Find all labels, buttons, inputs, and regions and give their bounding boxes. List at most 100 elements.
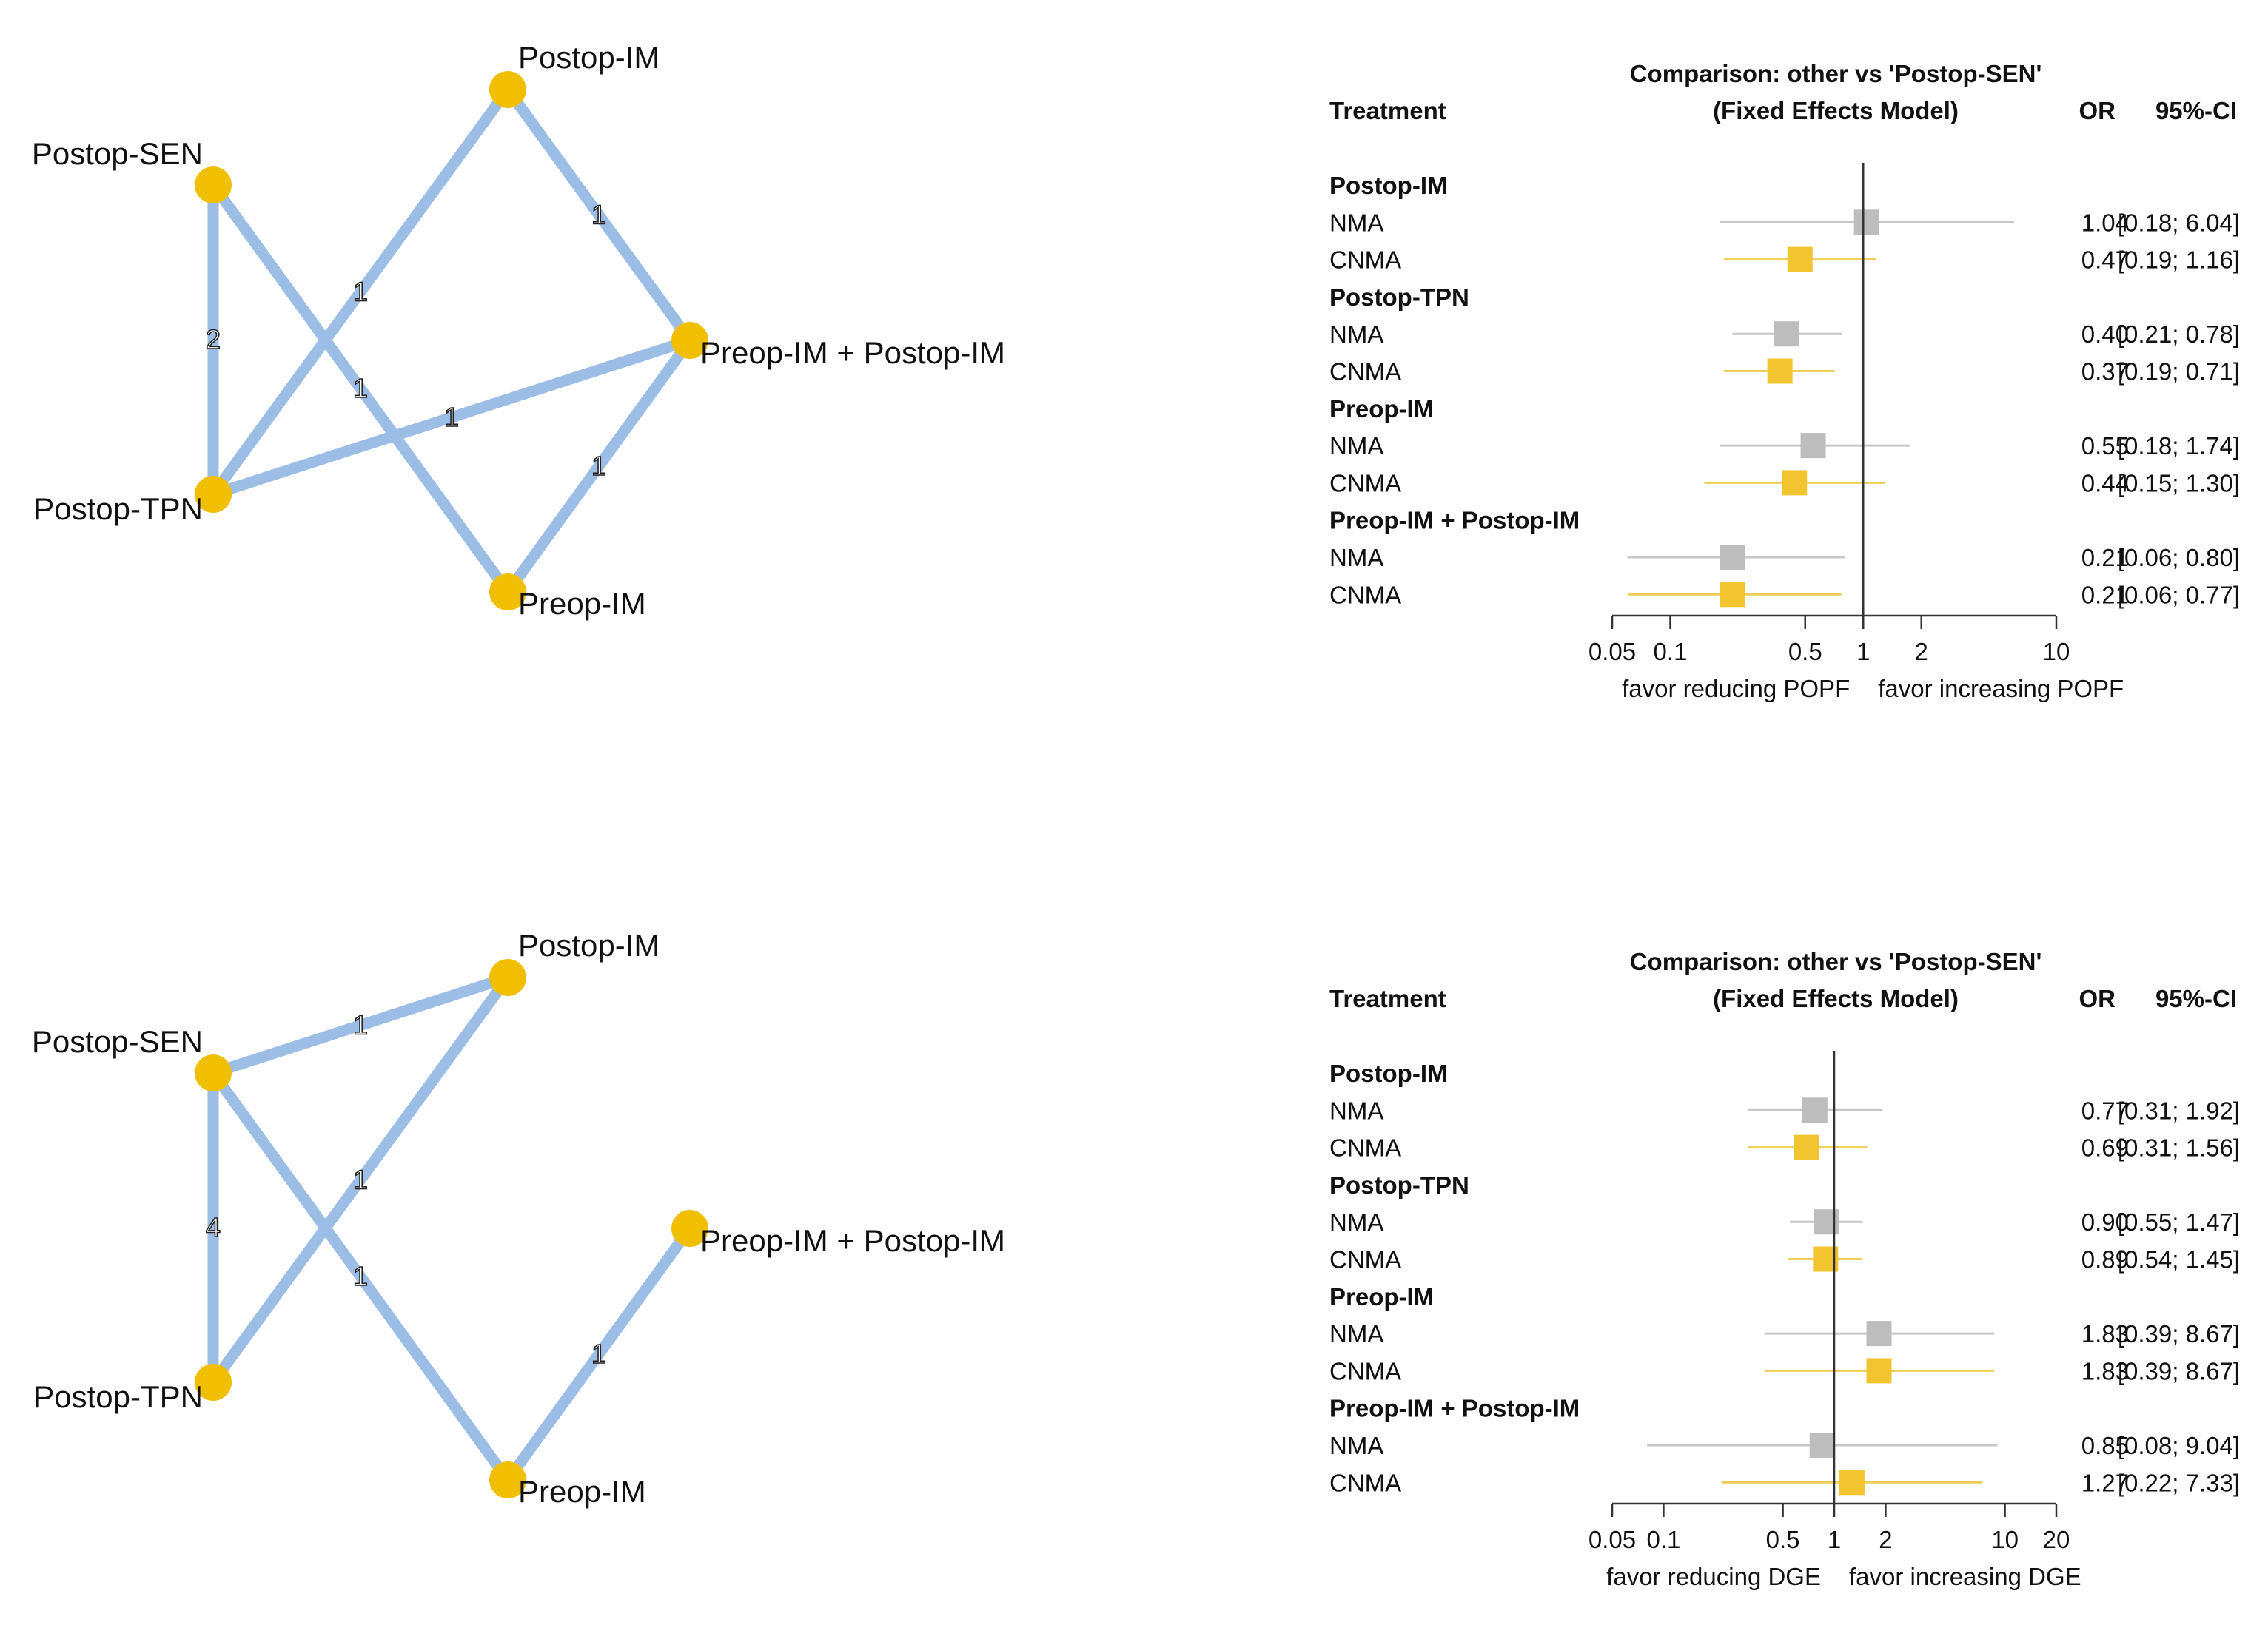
- column-header-or: OR: [2079, 97, 2116, 124]
- nodes: Postop-IM Postop-SEN Preop-IM + Postop-IM P…: [32, 928, 1005, 1509]
- group-label: Preop-IM + Postop-IM: [1329, 507, 1580, 534]
- estimate-marker: [1853, 209, 1879, 235]
- group-label: Preop-IM: [1329, 395, 1434, 423]
- x-tick-label: 0.5: [1766, 1526, 1800, 1553]
- method-label: NMA: [1329, 1097, 1383, 1124]
- x-tick-label: 0.1: [1646, 1526, 1680, 1553]
- edge-label: 4: [206, 1212, 221, 1242]
- node-preop-im: [489, 573, 526, 610]
- x-tick-label: 1: [1828, 1526, 1841, 1553]
- edge-label: 1: [353, 373, 368, 403]
- ci-value: [0.39; 8.67]: [2118, 1357, 2240, 1385]
- node-label: Preop-IM: [518, 586, 646, 621]
- estimate-marker: [1802, 1097, 1828, 1123]
- node-preop-im: [489, 1461, 526, 1498]
- node-label: Preop-IM + Postop-IM: [700, 335, 1005, 370]
- x-tick-label: 0.5: [1788, 638, 1822, 665]
- method-label: CNMA: [1329, 1134, 1401, 1162]
- ci-value: [0.39; 8.67]: [2118, 1320, 2240, 1348]
- group-label: Postop-TPN: [1329, 283, 1469, 311]
- node-preop-im-postop-im: [671, 322, 708, 359]
- method-label: NMA: [1329, 320, 1383, 348]
- node-label: Postop-SEN: [32, 136, 203, 171]
- group-label: Postop-TPN: [1329, 1171, 1469, 1199]
- group-label: Preop-IM + Postop-IM: [1329, 1395, 1580, 1422]
- estimate-marker: [1782, 470, 1808, 496]
- estimate-marker: [1866, 1358, 1892, 1384]
- column-header-or: OR: [2079, 985, 2116, 1012]
- node-preop-im-postop-im: [671, 1210, 708, 1247]
- forest-title-line1: Comparison: other vs 'Postop-SEN': [1630, 60, 2042, 87]
- edge-label: 1: [591, 200, 606, 230]
- edge-postop-tpn-postop-im: [207, 84, 514, 500]
- or-value: 0.21: [2081, 581, 2129, 608]
- or-value: 1.83: [2081, 1357, 2129, 1385]
- column-header-ci: 95%-CI: [2155, 97, 2237, 124]
- group-label: Postop-IM: [1329, 172, 1447, 199]
- node-label: Postop-IM: [518, 928, 660, 963]
- ci-value: [0.19; 1.16]: [2118, 246, 2240, 274]
- node-postop-sen: [195, 1054, 232, 1091]
- edge-preop-im-preop-im-postop-im: [502, 1222, 696, 1486]
- ci-value: [0.22; 7.33]: [2118, 1469, 2240, 1496]
- edge-label: 1: [591, 1339, 606, 1369]
- edge-postop-sen-postop-im: [207, 972, 514, 1079]
- ci-value: [0.54; 1.45]: [2118, 1246, 2240, 1274]
- ci-value: [0.19; 0.71]: [2118, 358, 2240, 386]
- x-tick-label: 2: [1915, 638, 1928, 665]
- edge-label: 1: [353, 1261, 368, 1291]
- edge-postop-sen-preop-im: [207, 1067, 514, 1486]
- node-postop-im: [489, 71, 526, 108]
- method-label: CNMA: [1329, 581, 1401, 608]
- estimate-marker: [1787, 246, 1813, 272]
- ci-value: [0.06; 0.80]: [2118, 544, 2240, 571]
- or-value: 0.89: [2081, 1246, 2129, 1274]
- ci-value: [0.18; 1.74]: [2118, 432, 2240, 460]
- estimate-marker: [1839, 1470, 1865, 1496]
- node-label: Postop-TPN: [33, 1379, 203, 1414]
- ci-value: [0.31; 1.56]: [2118, 1134, 2240, 1162]
- forest-title-line2: (Fixed Effects Model): [1713, 985, 1959, 1012]
- ci-value: [0.15; 1.30]: [2118, 469, 2240, 497]
- column-header-treatment: Treatment: [1329, 97, 1446, 124]
- edge-postop-sen-preop-im: [207, 179, 514, 598]
- estimate-marker: [1809, 1433, 1835, 1458]
- forest-title-line2: (Fixed Effects Model): [1713, 97, 1959, 124]
- node-label: Postop-TPN: [33, 491, 203, 526]
- method-label: CNMA: [1329, 1246, 1401, 1274]
- estimate-marker: [1794, 1134, 1819, 1160]
- or-value: 0.40: [2081, 320, 2129, 348]
- or-value: 1.04: [2081, 209, 2129, 236]
- method-label: NMA: [1329, 1208, 1383, 1236]
- or-value: 1.27: [2081, 1469, 2129, 1496]
- method-label: NMA: [1329, 1320, 1383, 1348]
- or-value: 1.83: [2081, 1320, 2129, 1348]
- edge-preop-im-preop-im-postop-im: [502, 334, 696, 598]
- or-value: 0.69: [2081, 1134, 2129, 1162]
- estimate-marker: [1767, 358, 1793, 384]
- x-tick-label: 1: [1856, 638, 1870, 665]
- or-value: 0.55: [2081, 432, 2129, 460]
- forest-plot-dge: Comparison: other vs 'Postop-SEN' (Fixed …: [1329, 948, 2240, 1590]
- or-value: 0.77: [2081, 1097, 2129, 1124]
- x-label-left: favor reducing DGE: [1606, 1563, 1821, 1590]
- x-tick-label: 0.05: [1588, 638, 1636, 665]
- x-tick-label: 0.1: [1654, 638, 1688, 665]
- nodes: Postop-IM Postop-SEN Preop-IM + Postop-IM P…: [32, 40, 1005, 621]
- edge-label: 1: [353, 277, 368, 307]
- x-label-left: favor reducing POPF: [1622, 675, 1850, 702]
- group-label: Postop-IM: [1329, 1060, 1447, 1087]
- node-label: Preop-IM + Postop-IM: [700, 1223, 1005, 1258]
- node-label: Preop-IM: [518, 1474, 646, 1509]
- ci-value: [0.18; 6.04]: [2118, 209, 2240, 236]
- or-value: 0.90: [2081, 1208, 2129, 1236]
- edge-postop-tpn-postop-im: [207, 972, 514, 1388]
- edges: 1 4 1 1 1: [205, 972, 696, 1486]
- method-label: NMA: [1329, 1432, 1383, 1459]
- edge-postop-tpn-preop-im-postop-im: [207, 334, 696, 500]
- node-postop-tpn: [195, 476, 232, 513]
- edge-label: 1: [353, 1165, 368, 1195]
- node-postop-tpn: [195, 1364, 232, 1401]
